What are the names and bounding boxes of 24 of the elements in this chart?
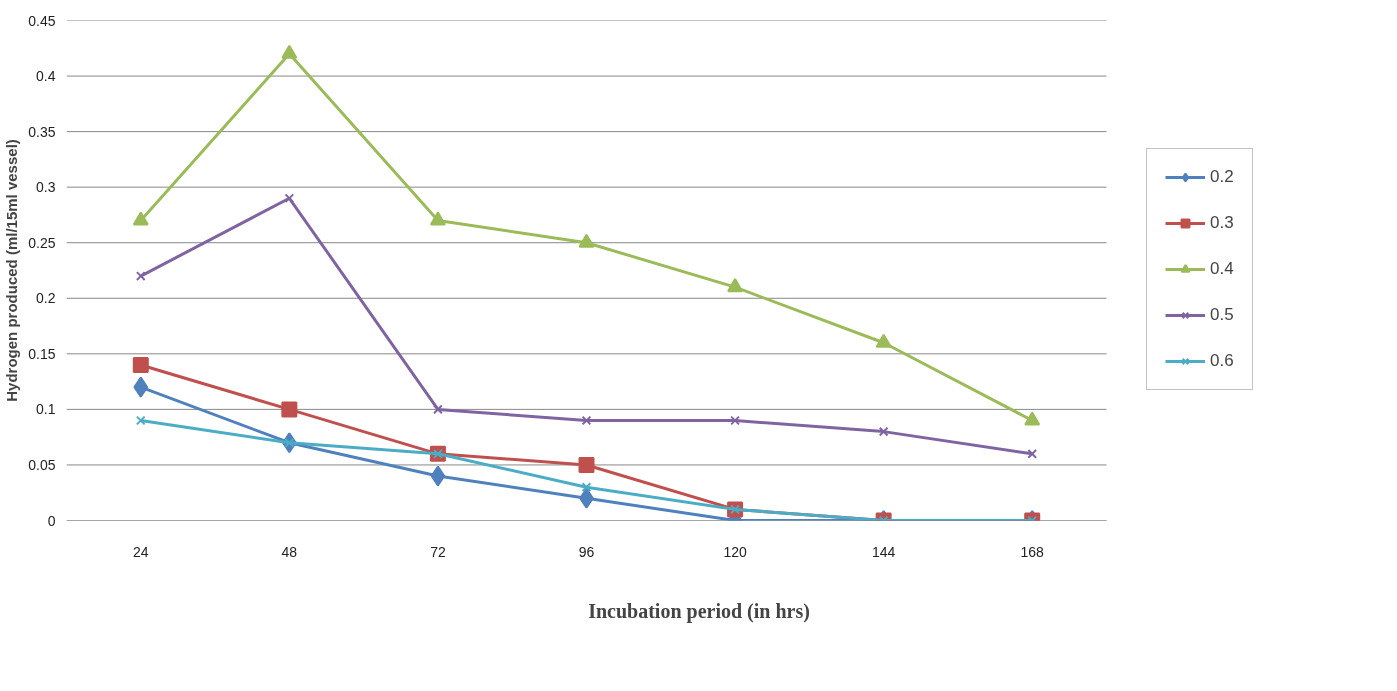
y-axis-title: Hydrogen produced (ml/15ml vessel) [3, 139, 21, 402]
y-tick-label: 0.15 [28, 345, 56, 362]
x-tick-label: 120 [723, 543, 747, 560]
y-tick-label: 0.1 [36, 401, 56, 418]
y-tick-label: 0.45 [28, 12, 56, 29]
x-tick-label: 48 [281, 543, 298, 560]
y-tick-label: 0.35 [28, 123, 56, 140]
x-tick-label: 96 [578, 543, 595, 560]
x-tick-label: 72 [430, 543, 446, 560]
x-tick-label: 144 [871, 543, 896, 560]
legend-label: 0.4 [1210, 259, 1234, 279]
y-tick-label: 0 [47, 512, 56, 529]
y-tick-label: 0.4 [36, 68, 56, 85]
legend-label: 0.2 [1210, 167, 1234, 187]
legend-label: 0.6 [1210, 351, 1234, 371]
y-tick-label: 0.25 [28, 234, 56, 251]
legend-label: 0.5 [1210, 305, 1234, 325]
x-axis-title: Incubation period (in hrs) [588, 599, 810, 623]
x-tick-label: 24 [133, 543, 149, 560]
y-tick-label: 0.2 [36, 290, 56, 307]
y-tick-label: 0.05 [28, 456, 56, 473]
legend-label: 0.3 [1210, 213, 1234, 233]
y-tick-label: 0.3 [36, 179, 56, 196]
x-tick-label: 168 [1020, 543, 1045, 560]
